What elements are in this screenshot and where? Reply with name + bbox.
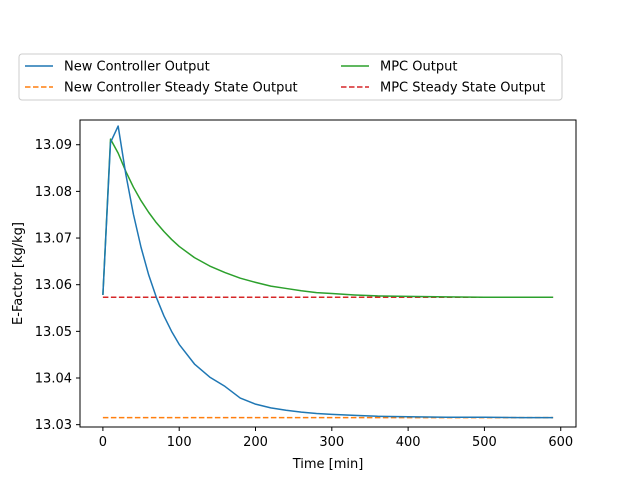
plot-area-frame <box>79 119 577 428</box>
y-tick-label: 13.03 <box>35 418 72 433</box>
legend-label: New Controller Output <box>64 60 210 75</box>
series-layer <box>102 125 554 419</box>
x-axis-label: Time [min] <box>292 457 364 472</box>
legend-label: New Controller Steady State Output <box>64 81 298 96</box>
legend-box <box>18 53 563 101</box>
y-tick-label: 13.06 <box>35 278 72 293</box>
y-tick-label: 13.04 <box>35 372 72 387</box>
y-tick-label: 13.07 <box>35 232 72 247</box>
series-line-new-controller-output <box>102 125 554 419</box>
legend-label: MPC Output <box>380 60 457 75</box>
x-tick-label: 100 <box>167 435 192 450</box>
series-line-mpc-output <box>102 138 554 299</box>
legend: New Controller Output New Controller Stea… <box>18 53 563 101</box>
y-tick-label: 13.08 <box>35 185 72 200</box>
y-axis-label: E-Factor [kg/kg] <box>11 222 26 325</box>
x-tick-label: 600 <box>548 435 573 450</box>
y-tick-label: 13.09 <box>35 138 72 153</box>
x-tick-label: 300 <box>319 435 344 450</box>
x-tick-label: 0 <box>99 435 107 450</box>
x-tick-label: 200 <box>243 435 268 450</box>
x-tick-label: 400 <box>396 435 421 450</box>
y-axis: 13.03 13.04 13.05 13.06 13.07 13.08 13.09 <box>35 138 80 433</box>
y-tick-label: 13.05 <box>35 325 72 340</box>
x-tick-label: 500 <box>472 435 497 450</box>
legend-label: MPC Steady State Output <box>380 81 545 96</box>
x-axis: 0 100 200 300 400 500 600 <box>99 427 573 450</box>
